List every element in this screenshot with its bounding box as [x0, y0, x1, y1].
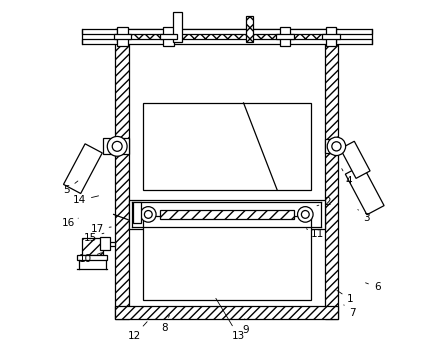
Bar — [173, 12, 182, 42]
Bar — [82, 39, 372, 44]
Text: 15: 15 — [83, 233, 104, 242]
Polygon shape — [340, 141, 370, 178]
Bar — [280, 27, 291, 45]
Circle shape — [332, 142, 341, 151]
Bar — [143, 216, 311, 300]
Bar — [276, 34, 294, 39]
Polygon shape — [63, 144, 102, 193]
Text: 3: 3 — [358, 209, 370, 223]
Text: 11: 11 — [307, 229, 323, 239]
Circle shape — [107, 136, 127, 156]
Polygon shape — [346, 165, 384, 215]
Bar — [163, 27, 174, 45]
Text: 4: 4 — [342, 169, 352, 186]
Bar — [326, 27, 336, 45]
Text: 8: 8 — [162, 315, 169, 333]
Bar — [325, 139, 335, 153]
Circle shape — [112, 141, 122, 151]
Bar — [114, 34, 131, 39]
Circle shape — [327, 137, 346, 155]
Text: 6: 6 — [365, 282, 381, 292]
Circle shape — [301, 211, 309, 218]
Bar — [103, 241, 116, 246]
Bar — [116, 29, 129, 319]
Bar — [159, 34, 177, 39]
Circle shape — [298, 207, 313, 222]
Bar — [246, 16, 253, 42]
Text: 16: 16 — [62, 218, 78, 229]
Bar — [143, 103, 311, 190]
Bar — [78, 255, 108, 260]
Bar — [100, 237, 110, 250]
Text: 1: 1 — [337, 290, 354, 305]
Text: 7: 7 — [344, 305, 356, 318]
Bar — [129, 200, 325, 229]
Bar — [133, 202, 141, 223]
Circle shape — [144, 211, 152, 218]
Bar — [325, 29, 338, 319]
Text: 5: 5 — [63, 181, 78, 195]
Bar — [82, 29, 372, 34]
Bar — [116, 29, 338, 42]
Text: 10: 10 — [79, 253, 101, 264]
Bar — [82, 238, 103, 255]
Text: 2: 2 — [317, 197, 331, 207]
Text: 9: 9 — [242, 319, 249, 335]
Bar — [116, 306, 338, 319]
Bar — [129, 42, 325, 306]
Circle shape — [140, 207, 156, 222]
Text: 12: 12 — [128, 322, 147, 341]
Bar — [159, 210, 294, 219]
Text: 13: 13 — [216, 298, 245, 341]
Bar — [103, 138, 129, 154]
Bar — [117, 27, 128, 45]
Bar — [322, 34, 340, 39]
Text: 14: 14 — [73, 196, 99, 206]
Text: 17: 17 — [90, 224, 111, 234]
